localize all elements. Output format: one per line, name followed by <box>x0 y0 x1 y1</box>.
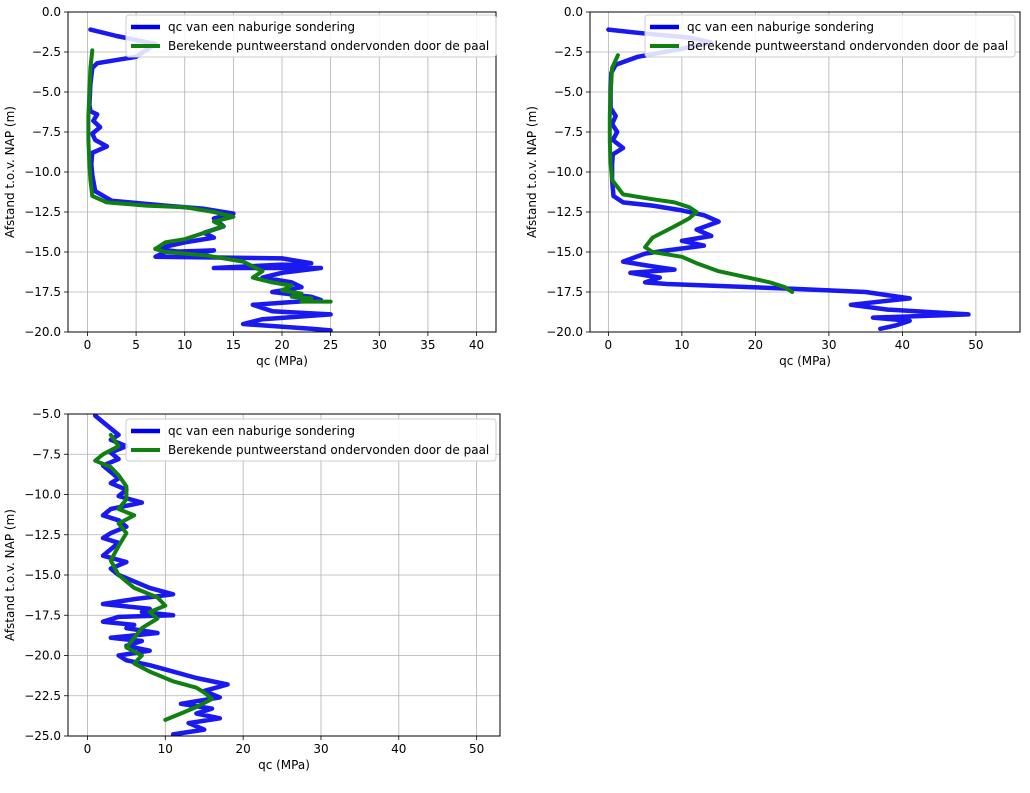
x-tick-label: 20 <box>235 742 250 756</box>
y-tick-label: −7.5 <box>554 125 583 139</box>
x-tick-label: 40 <box>469 338 484 352</box>
x-tick-label: 5 <box>132 338 140 352</box>
y-tick-label: −2.5 <box>32 45 61 59</box>
y-tick-label: −17.5 <box>546 285 583 299</box>
y-tick-label: −12.5 <box>24 528 61 542</box>
measured-qc-line <box>606 27 971 332</box>
axes-frame <box>67 11 497 333</box>
legend-label-computed: Berekende puntweerstand ondervonden door… <box>687 39 1008 53</box>
y-tick-label: −12.5 <box>546 205 583 219</box>
legend: qc van een naburige sondering Berekende p… <box>125 14 497 58</box>
legend-label-measured: qc van een naburige sondering <box>168 20 355 34</box>
plot-area <box>86 27 333 332</box>
legend-label-computed: Berekende puntweerstand ondervonden door… <box>168 39 489 53</box>
x-tick-label: 30 <box>372 338 387 352</box>
legend: qc van een naburige sondering Berekende p… <box>125 418 497 462</box>
x-tick-label: 10 <box>158 742 173 756</box>
x-tick-label: 0 <box>84 742 92 756</box>
legend-label-computed: Berekende puntweerstand ondervonden door… <box>168 443 489 457</box>
x-tick-label: 50 <box>469 742 484 756</box>
x-tick-label: 10 <box>177 338 192 352</box>
y-tick-label: −20.0 <box>24 649 61 663</box>
computed-resistance-line <box>86 48 333 304</box>
legend-box <box>125 14 497 58</box>
plot-area <box>606 27 971 332</box>
y-tick-label: −2.5 <box>554 45 583 59</box>
chart-panel-2: 0 10 20 30 40 50 0.0 −2.5 −5.0 −7.5 −10.0 −12.5 −15.… <box>525 5 1021 368</box>
y-tick-label: −12.5 <box>24 205 61 219</box>
measured-qc-line <box>87 27 333 332</box>
y-tick-label: −5.0 <box>554 85 583 99</box>
y-tick-label: −5.0 <box>32 407 61 421</box>
computed-resistance-line <box>93 432 214 722</box>
x-tick-label: 35 <box>420 338 435 352</box>
x-tick-label: 15 <box>226 338 241 352</box>
y-tick-label: −15.0 <box>24 568 61 582</box>
y-tick-label: −17.5 <box>24 608 61 622</box>
y-tick-label: −10.0 <box>546 165 583 179</box>
y-axis-label: Afstand t.o.v. NAP (m) <box>3 106 17 238</box>
y-tick-label: −7.5 <box>32 447 61 461</box>
x-tick-label: 50 <box>968 338 983 352</box>
y-tick-label: −25.0 <box>24 729 61 743</box>
y-tick-label: −5.0 <box>32 85 61 99</box>
chart-panel-3: 0 10 20 30 40 50 −5.0 −7.5 −10.0 −12.5 −15.0 −17.5 −… <box>3 407 501 772</box>
x-tick-label: 0 <box>84 338 92 352</box>
legend-box <box>125 418 497 462</box>
x-tick-label: 10 <box>674 338 689 352</box>
y-tick-label: −15.0 <box>546 245 583 259</box>
x-tick-label: 0 <box>605 338 613 352</box>
y-tick-label: −7.5 <box>32 125 61 139</box>
y-tick-label: −10.0 <box>24 165 61 179</box>
legend: qc van een naburige sondering Berekende p… <box>644 14 1016 58</box>
x-axis-label: qc (MPa) <box>256 354 308 368</box>
legend-label-measured: qc van een naburige sondering <box>168 424 355 438</box>
x-tick-label: 20 <box>748 338 763 352</box>
legend-label-measured: qc van een naburige sondering <box>687 20 874 34</box>
plot-area <box>92 414 230 736</box>
measured-qc-line <box>92 414 230 736</box>
y-tick-label: −15.0 <box>24 245 61 259</box>
x-axis-label: qc (MPa) <box>779 354 831 368</box>
x-tick-label: 30 <box>821 338 836 352</box>
chart-panel-1: 0 5 10 15 20 25 30 35 40 0.0 −2.5 −5.0 −7.5 −10.0 −12.… <box>3 5 497 368</box>
y-axis-label: Afstand t.o.v. NAP (m) <box>525 106 539 238</box>
axes-frame <box>589 11 1021 333</box>
computed-resistance-line <box>607 53 795 294</box>
y-tick-label: 0.0 <box>564 5 583 19</box>
y-tick-label: 0.0 <box>42 5 61 19</box>
axes-frame <box>67 413 501 737</box>
y-tick-label: −10.0 <box>24 488 61 502</box>
y-axis-label: Afstand t.o.v. NAP (m) <box>3 509 17 641</box>
y-tick-label: −20.0 <box>24 325 61 339</box>
y-tick-label: −20.0 <box>546 325 583 339</box>
x-tick-label: 40 <box>895 338 910 352</box>
x-tick-label: 20 <box>274 338 289 352</box>
x-axis-label: qc (MPa) <box>258 758 310 772</box>
x-tick-label: 40 <box>391 742 406 756</box>
y-tick-label: −22.5 <box>24 689 61 703</box>
x-tick-label: 25 <box>323 338 338 352</box>
y-tick-label: −17.5 <box>24 285 61 299</box>
x-tick-label: 30 <box>313 742 328 756</box>
legend-box <box>644 14 1016 58</box>
